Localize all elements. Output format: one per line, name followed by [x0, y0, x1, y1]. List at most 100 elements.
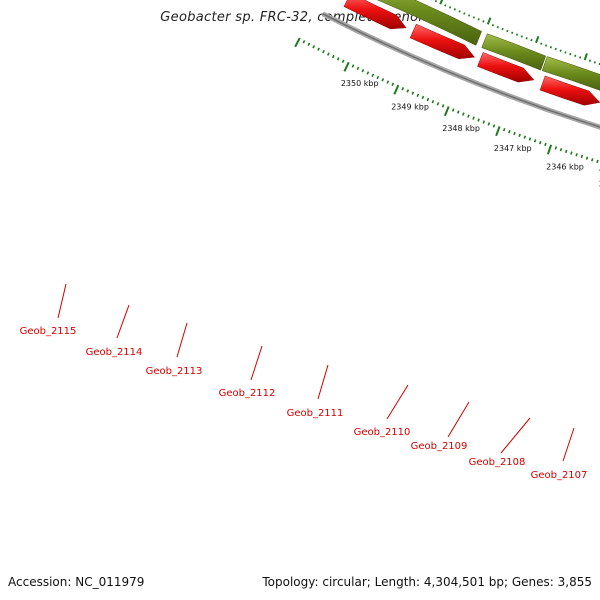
inner-tick: [583, 53, 588, 61]
inner-tick: [569, 52, 572, 56]
kbp-minor-tick: [596, 159, 599, 164]
kbp-minor-tick: [462, 112, 465, 116]
kbp-label: 2350 kbp: [341, 79, 379, 88]
kbp-minor-tick: [331, 54, 335, 59]
kbp-minor-tick: [411, 91, 415, 95]
inner-tick: [453, 8, 456, 11]
inner-tick: [525, 37, 528, 40]
kbp-minor-tick: [336, 57, 340, 61]
gene-leader-line: [116, 304, 130, 339]
kbp-minor-tick: [371, 73, 375, 77]
kbp-minor-tick: [401, 87, 405, 91]
backbone-outer: [321, 11, 600, 130]
kbp-minor-tick: [406, 89, 410, 93]
topology-text: Topology: circular; Length: 4,304,501 bp…: [262, 575, 592, 589]
kbp-label: 2348 kbp: [442, 124, 480, 133]
kbp-minor-tick: [575, 153, 578, 157]
inner-tick: [463, 12, 466, 15]
kbp-minor-tick: [533, 139, 537, 143]
inner-tick: [472, 16, 475, 19]
kbp-minor-tick: [376, 75, 380, 80]
kbp-major-tick: [443, 106, 450, 117]
inner-tick: [444, 4, 447, 7]
kbp-minor-tick: [467, 114, 470, 118]
inner-tick: [593, 61, 596, 64]
kbp-minor-tick: [456, 110, 460, 114]
kbp-minor-tick: [559, 148, 563, 152]
kbp-minor-tick: [487, 122, 491, 126]
kbp-minor-tick: [356, 66, 360, 71]
kbp-minor-tick: [386, 80, 390, 84]
kbp-minor-tick: [441, 104, 445, 108]
gene-label: Geob_2115: [20, 326, 77, 337]
kbp-minor-tick: [585, 156, 589, 160]
kbp-label: 2345 kbp: [599, 179, 600, 188]
forward-cds: [409, 23, 475, 60]
kbp-minor-tick: [477, 118, 480, 122]
gene-leader-line: [447, 401, 470, 438]
gene-label: Geob_2109: [411, 441, 468, 452]
inner-ticks: [430, 0, 600, 66]
inner-tick: [477, 18, 480, 21]
inner-tick: [520, 35, 523, 38]
inner-tick: [448, 6, 452, 9]
backbone-inner: [322, 13, 600, 128]
gene-leader-line: [250, 345, 263, 381]
gene-track: [343, 0, 600, 106]
inner-tick: [574, 54, 577, 58]
kbp-minor-tick: [508, 129, 511, 134]
kbp-minor-tick: [482, 120, 486, 124]
inner-tick: [501, 27, 504, 31]
inner-tick: [511, 31, 514, 35]
kbp-minor-tick: [366, 71, 370, 75]
kbp-minor-tick: [564, 149, 568, 154]
kbp-minor-tick: [472, 116, 475, 120]
kbp-major-tick: [546, 144, 553, 155]
kbp-minor-tick: [341, 59, 345, 63]
inner-tick: [439, 0, 444, 5]
reverse-cds: [376, 0, 482, 46]
kbp-minor-tick: [544, 142, 547, 147]
inner-tick: [564, 51, 567, 54]
inner-tick: [540, 42, 543, 45]
gene-label: Geob_2107: [531, 470, 588, 481]
gene-leader-line: [57, 283, 67, 319]
kbp-major-tick: [343, 61, 350, 72]
forward-cds: [343, 0, 407, 30]
inner-tick: [579, 56, 582, 59]
kbp-minor-tick: [502, 128, 506, 132]
kbp-minor-tick: [317, 47, 320, 51]
kbp-minor-tick: [580, 154, 584, 159]
kbp-minor-tick: [518, 133, 521, 138]
inner-tick: [482, 20, 485, 23]
accession-text: Accession: NC_011979: [8, 575, 145, 589]
inner-tick: [491, 24, 495, 27]
reverse-cds: [481, 33, 547, 71]
kbp-minor-tick: [302, 40, 306, 44]
kbp-major-tick: [393, 84, 400, 95]
kbp-minor-tick: [307, 42, 311, 46]
kbp-minor-tick: [391, 82, 395, 87]
gene-leader-line: [317, 364, 329, 400]
kbp-minor-tick: [539, 140, 542, 145]
inner-tick: [554, 47, 557, 51]
inner-tick: [535, 35, 540, 44]
inner-tick: [496, 25, 499, 29]
gene-label: Geob_2112: [219, 388, 276, 399]
kbp-minor-tick: [416, 93, 420, 97]
kbp-minor-tick: [426, 97, 430, 102]
kbp-ticks: 2350 kbp 2349 kbp 2348 kbp 2347 kbp 2346 kbp…: [294, 37, 600, 188]
kbp-minor-tick: [326, 52, 330, 56]
gene-leader-line: [386, 384, 409, 420]
kbp-minor-tick: [322, 49, 325, 54]
kbp-minor-tick: [570, 151, 573, 155]
kbp-major-tick: [495, 126, 501, 137]
inner-tick: [515, 33, 519, 36]
kbp-minor-tick: [523, 135, 527, 139]
forward-cds: [539, 75, 600, 106]
inner-tick: [458, 10, 461, 13]
gene-leader-line: [562, 427, 575, 462]
inner-tick: [530, 38, 533, 42]
kbp-minor-tick: [513, 131, 516, 136]
